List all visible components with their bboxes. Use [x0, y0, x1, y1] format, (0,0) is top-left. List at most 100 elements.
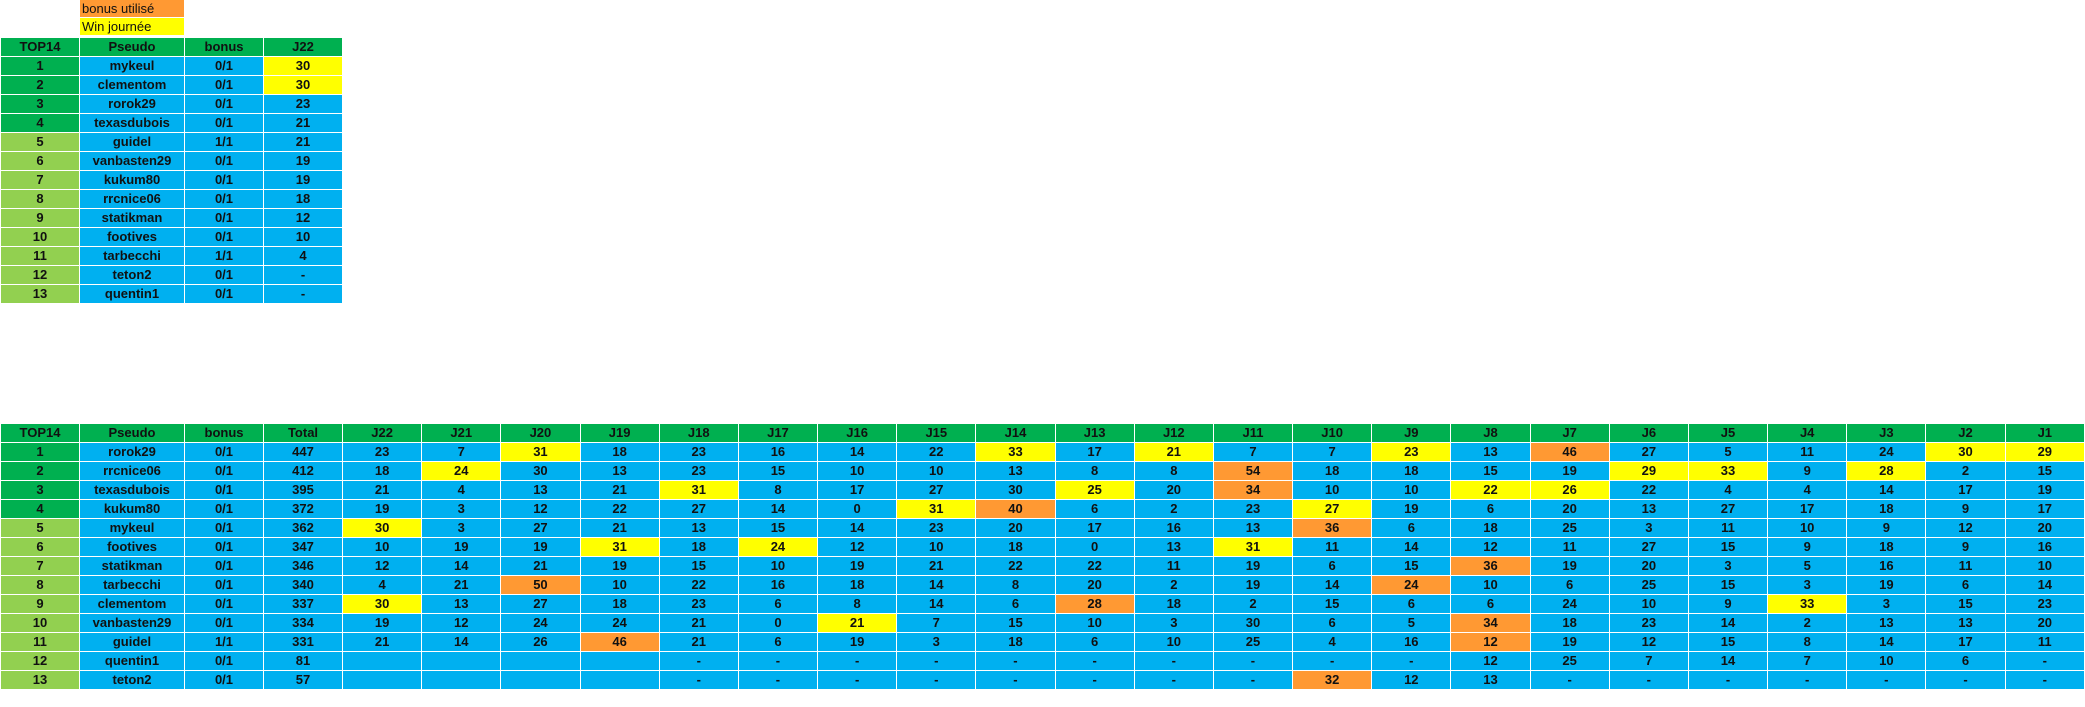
total-cell: 81 — [263, 651, 343, 671]
bonus-cell: 0/1 — [184, 556, 264, 576]
column-header: J11 — [1212, 423, 1294, 443]
score-cell: - — [975, 670, 1056, 690]
bonus-cell: 0/1 — [184, 56, 264, 76]
score-cell: 18 — [263, 189, 343, 209]
column-header: bonus — [184, 423, 264, 443]
column-header: J15 — [896, 423, 977, 443]
legend-bonus-used: bonus utilisé — [80, 0, 184, 17]
score-cell: 0 — [1054, 537, 1135, 557]
score-cell: 23 — [658, 442, 739, 462]
score-cell: 30 — [500, 461, 581, 481]
score-cell: 5 — [1767, 556, 1848, 576]
score-cell: 3 — [1767, 575, 1848, 595]
rank-cell: 1 — [0, 56, 80, 76]
score-cell: 7 — [1608, 651, 1689, 671]
rank-cell: 8 — [0, 575, 80, 595]
bonus-cell: 0/1 — [184, 537, 264, 557]
table-row: 13 teton2 0/1 57- - - - - - - -32 12 13- - - - - - - — [0, 670, 2085, 690]
score-cell: 10 — [896, 537, 977, 557]
score-cell: 9 — [1846, 518, 1927, 538]
pseudo-cell: kukum80 — [79, 170, 185, 190]
column-header: J14 — [975, 423, 1056, 443]
score-cell: 9 — [1767, 537, 1848, 557]
column-header: J4 — [1767, 423, 1848, 443]
bonus-cell: 0/1 — [184, 208, 264, 228]
score-cell: 31 — [896, 499, 977, 519]
rank-cell: 9 — [0, 208, 80, 228]
score-cell: 25 — [1529, 518, 1610, 538]
score-cell: 19 — [1212, 575, 1294, 595]
score-cell: 23 — [658, 594, 739, 614]
column-header: TOP14 — [0, 37, 80, 57]
table-row: 5 mykeul 0/1 362 30 3 27 21 13 15 14 23 20 17 16 13 36 6 1… — [0, 518, 2085, 538]
score-cell: 21 — [579, 518, 660, 538]
score-cell: 14 — [737, 499, 819, 519]
column-header: J8 — [1450, 423, 1531, 443]
rank-cell: 10 — [0, 613, 80, 633]
score-cell: 12 — [500, 499, 581, 519]
rank-cell: 1 — [0, 442, 80, 462]
score-cell: 4 — [341, 575, 423, 595]
pseudo-cell: footives — [79, 537, 185, 557]
pseudo-cell: vanbasten29 — [79, 613, 185, 633]
total-cell: 395 — [263, 480, 343, 500]
score-cell: 16 — [737, 575, 819, 595]
score-cell: 16 — [737, 442, 819, 462]
pseudo-cell: quentin1 — [79, 284, 185, 304]
score-cell: 25 — [1054, 480, 1135, 500]
score-cell: 18 — [1292, 461, 1373, 481]
rank-cell: 2 — [0, 75, 80, 95]
score-cell: 30 — [341, 594, 423, 614]
score-cell: 21 — [263, 113, 343, 133]
bonus-cell: 0/1 — [184, 189, 264, 209]
score-cell: 4 — [1292, 632, 1373, 652]
score-cell — [579, 670, 660, 690]
rank-cell: 8 — [0, 189, 80, 209]
score-cell: 5 — [1371, 613, 1452, 633]
rank-cell: 13 — [0, 670, 80, 690]
column-header: J19 — [579, 423, 660, 443]
score-cell: 27 — [1608, 537, 1689, 557]
score-cell: 13 — [1450, 670, 1531, 690]
score-cell: 6 — [1925, 575, 2006, 595]
pseudo-cell: texasdubois — [79, 113, 185, 133]
rank-cell: 10 — [0, 227, 80, 247]
rank-cell: 13 — [0, 284, 80, 304]
top-header-row: TOP14 Pseudo bonus J22 — [0, 37, 343, 57]
score-cell: 33 — [1767, 594, 1848, 614]
score-cell: 19 — [263, 151, 343, 171]
score-cell: 23 — [2004, 594, 2085, 614]
score-cell: 19 — [817, 632, 898, 652]
column-header: J16 — [817, 423, 898, 443]
table-row: 12 teton2 0/1- — [0, 265, 343, 285]
score-cell: - — [658, 670, 739, 690]
score-cell: 34 — [1450, 613, 1531, 633]
score-cell: 10 — [896, 461, 977, 481]
score-cell: 20 — [1133, 480, 1214, 500]
score-cell: - — [1925, 670, 2006, 690]
rank-cell: 12 — [0, 651, 80, 671]
table-row: 5 guidel 1/1 21 — [0, 132, 343, 152]
score-cell: 3 — [421, 499, 502, 519]
score-cell: 8 — [1054, 461, 1135, 481]
score-cell: 3 — [1687, 556, 1769, 576]
score-cell: 18 — [579, 594, 660, 614]
score-cell: - — [1054, 670, 1135, 690]
total-cell: 362 — [263, 518, 343, 538]
score-cell: 10 — [263, 227, 343, 247]
score-cell: 14 — [1687, 613, 1769, 633]
table-row: 13 quentin1 0/1- — [0, 284, 343, 304]
column-header: J12 — [1133, 423, 1214, 443]
score-cell: 21 — [421, 575, 502, 595]
score-cell: 18 — [341, 461, 423, 481]
total-cell: 337 — [263, 594, 343, 614]
score-cell: 27 — [500, 518, 581, 538]
score-cell: 16 — [2004, 537, 2085, 557]
score-cell: 29 — [1608, 461, 1689, 481]
total-cell: 57 — [263, 670, 343, 690]
total-cell: 346 — [263, 556, 343, 576]
bonus-cell: 0/1 — [184, 594, 264, 614]
score-cell: 14 — [1371, 537, 1452, 557]
legend: bonus utilisé Win journée — [80, 0, 184, 36]
score-cell — [421, 651, 502, 671]
